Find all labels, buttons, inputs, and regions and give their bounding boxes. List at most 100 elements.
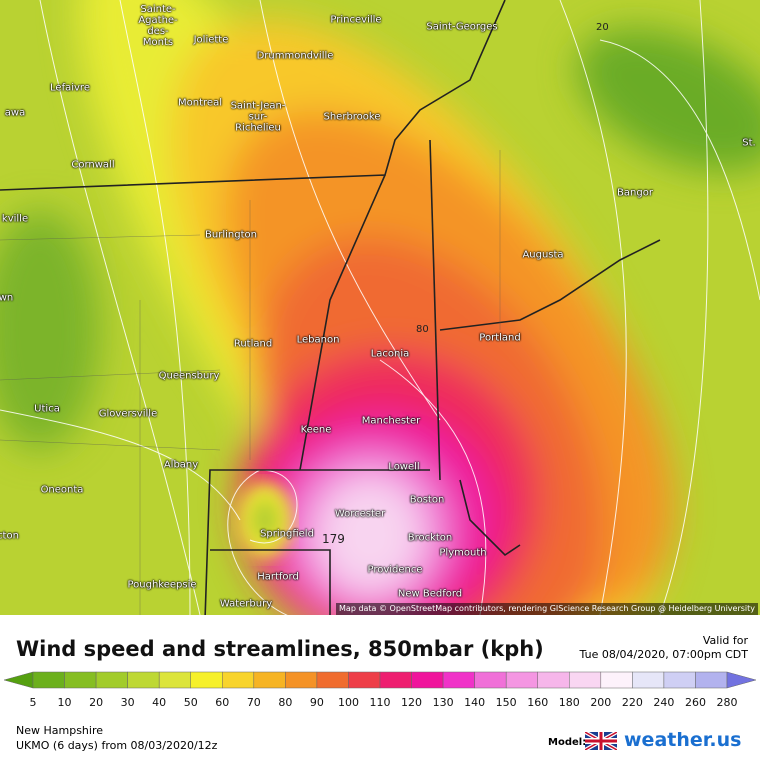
colorbar-segment (379, 671, 412, 689)
colorbar-tick-label: 180 (559, 696, 580, 709)
city-label: Lebanon (296, 334, 340, 346)
colorbar-tick-label: 200 (590, 696, 611, 709)
colorbar-tick-label: 50 (184, 696, 198, 709)
brand: weather.us (624, 729, 742, 751)
colorbar-tick-label: 60 (215, 696, 229, 709)
colorbar-segment (316, 671, 349, 689)
colorbar-segment (474, 671, 507, 689)
city-label: Plymouth (439, 547, 487, 559)
colorbar-segment (569, 671, 602, 689)
city-label: Lowell (388, 461, 420, 473)
colorbar-segment (285, 671, 318, 689)
city-label: Springfield (260, 528, 314, 540)
city-label: Montreal (178, 97, 222, 109)
colorbar-arrow (726, 671, 757, 689)
model-run: UKMO (6 days) from 08/03/2020/12z (16, 739, 218, 752)
city-label: Joliette (193, 34, 229, 46)
city-label: St. (742, 137, 756, 149)
city-label: Albany (163, 459, 199, 471)
colorbar-tick-label: 260 (685, 696, 706, 709)
colorbar-segment (32, 671, 65, 689)
city-label: Brockton (407, 532, 453, 544)
city-label: Saint-Jean-sur-Richelieu (230, 100, 286, 134)
colorbar-segment (348, 671, 381, 689)
city-label: Boston (409, 494, 445, 506)
city-label: Burlington (205, 229, 257, 241)
city-label: Utica (34, 403, 60, 415)
valid-label: Valid for (702, 634, 748, 647)
colorbar-tick-label: 240 (653, 696, 674, 709)
colorbar-tick-label: 280 (717, 696, 738, 709)
city-label: cton (0, 530, 19, 542)
colorbar-tick-label: 160 (527, 696, 548, 709)
city-label: Rutland (233, 338, 273, 350)
region: New Hampshire (16, 724, 104, 737)
colorbar-tick-label: 130 (433, 696, 454, 709)
colorbar-segment (253, 671, 286, 689)
colorbar-segment (190, 671, 223, 689)
city-label: Lefaivre (50, 82, 90, 94)
colorbar-tick-label: 40 (152, 696, 166, 709)
valid-time: Tue 08/04/2020, 07:00pm CDT (579, 648, 748, 661)
city-label: Oneonta (40, 484, 84, 496)
colorbar-segment (158, 671, 191, 689)
colorbar-segment (64, 671, 97, 689)
colorbar-segment (663, 671, 696, 689)
city-label: Hartford (257, 571, 299, 583)
city-label: Augusta (522, 249, 564, 261)
colorbar-segment (411, 671, 444, 689)
contour-label: 20 (596, 22, 609, 33)
colorbar-tick-label: 140 (464, 696, 485, 709)
city-label: Saint-Georges (426, 21, 498, 33)
colorbar-segment (95, 671, 128, 689)
colorbar-tick-label: 70 (247, 696, 261, 709)
colorbar-segment (600, 671, 633, 689)
colorbar-segment (695, 671, 728, 689)
colorbar-segment (632, 671, 665, 689)
colorbar-tick-label: 30 (121, 696, 135, 709)
colorbar-segment (505, 671, 538, 689)
city-label: Cornwall (71, 159, 115, 171)
attribution: Map data © OpenStreetMap contributors, r… (336, 603, 758, 615)
model-label: Model: (548, 737, 587, 748)
city-label: Queensbury (158, 370, 220, 382)
colorbar: 5 10 20 30 40 50 60 70 80 90 100 110 120 130 140 150 160… (3, 671, 757, 709)
colorbar-tick-label: 120 (401, 696, 422, 709)
city-label: Keene (300, 424, 332, 436)
city-label: wn (0, 292, 14, 304)
city-label: Drummondville (256, 50, 334, 62)
city-label: Providence (367, 564, 423, 576)
city-label: Gloversville (98, 408, 158, 420)
map: Princeville Saint-Georges Sainte-Agathe-de… (0, 0, 760, 615)
colorbar-segment (442, 671, 475, 689)
contour-label: 80 (416, 324, 429, 335)
city-label: Sainte-Agathe-des-Monts (138, 4, 178, 48)
city-label: Worcester (334, 508, 386, 520)
colorbar-tick-label: 90 (310, 696, 324, 709)
colorbar-tick-label: 20 (89, 696, 103, 709)
city-label: Sherbrooke (323, 111, 381, 123)
colorbar-tick-label: 110 (370, 696, 391, 709)
city-label: awa (4, 107, 26, 119)
colorbar-segment (127, 671, 160, 689)
colorbar-tick-label: 10 (58, 696, 72, 709)
wind-field (0, 0, 760, 615)
city-label: kville (1, 213, 29, 225)
title: Wind speed and streamlines, 850mbar (kph… (16, 637, 544, 661)
colorbar-arrow (3, 671, 34, 689)
city-label: Laconia (370, 348, 410, 360)
city-label: Bangor (617, 187, 653, 199)
colorbar-tick-label: 100 (338, 696, 359, 709)
colorbar-tick-label: 150 (496, 696, 517, 709)
city-label: New Bedford (397, 588, 463, 600)
city-label: Waterbury (219, 598, 273, 610)
colorbar-segment (537, 671, 570, 689)
colorbar-tick-label: 5 (30, 696, 37, 709)
colorbar-tick-label: 220 (622, 696, 643, 709)
flag-icon (585, 732, 617, 750)
contour-label: 179 (322, 532, 345, 546)
city-label: Portland (479, 332, 521, 344)
colorbar-segment (222, 671, 255, 689)
city-label: Princeville (330, 14, 382, 26)
